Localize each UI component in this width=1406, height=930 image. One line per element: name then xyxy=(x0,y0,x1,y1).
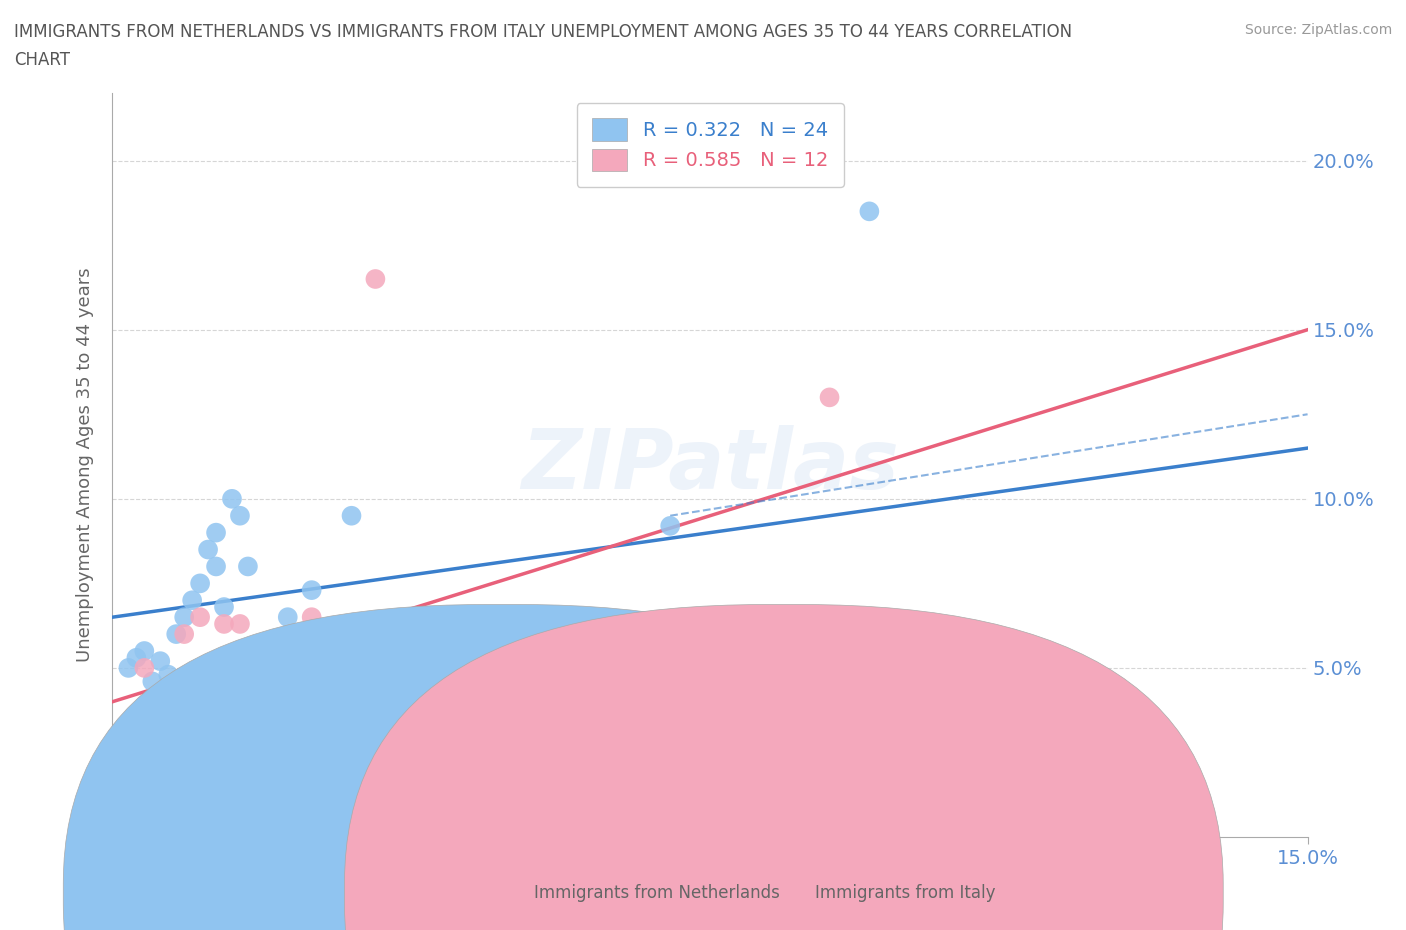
Point xyxy=(212,600,235,615)
Point xyxy=(245,701,267,716)
Point xyxy=(134,660,156,675)
Point xyxy=(245,755,267,770)
Point xyxy=(149,687,172,702)
Point xyxy=(205,525,228,540)
Point xyxy=(340,509,363,524)
Point xyxy=(325,695,347,710)
Legend: R = 0.322   N = 24, R = 0.585   N = 12: R = 0.322 N = 24, R = 0.585 N = 12 xyxy=(576,102,844,187)
Point xyxy=(301,583,323,598)
Text: Immigrants from Italy: Immigrants from Italy xyxy=(815,884,995,902)
Point xyxy=(165,627,187,642)
Text: Immigrants from Netherlands: Immigrants from Netherlands xyxy=(534,884,780,902)
Point xyxy=(659,518,682,533)
Point xyxy=(173,610,195,625)
Point xyxy=(221,491,243,506)
Point xyxy=(188,610,211,625)
Y-axis label: Unemployment Among Ages 35 to 44 years: Unemployment Among Ages 35 to 44 years xyxy=(76,268,94,662)
Point xyxy=(141,674,163,689)
Point xyxy=(173,627,195,642)
Text: IMMIGRANTS FROM NETHERLANDS VS IMMIGRANTS FROM ITALY UNEMPLOYMENT AMONG AGES 35 : IMMIGRANTS FROM NETHERLANDS VS IMMIGRANT… xyxy=(14,23,1073,41)
Point xyxy=(277,610,299,625)
Point xyxy=(181,592,204,607)
Point xyxy=(212,617,235,631)
Point xyxy=(188,576,211,591)
Point xyxy=(340,711,363,726)
Point xyxy=(134,644,156,658)
Point xyxy=(117,660,139,675)
Point xyxy=(157,667,180,682)
Point xyxy=(125,650,148,665)
Text: ZIPatlas: ZIPatlas xyxy=(522,424,898,506)
Point xyxy=(205,559,228,574)
Point xyxy=(364,272,387,286)
Text: Source: ZipAtlas.com: Source: ZipAtlas.com xyxy=(1244,23,1392,37)
Point xyxy=(858,204,880,219)
Point xyxy=(229,617,252,631)
Point xyxy=(260,735,283,750)
Point xyxy=(818,390,841,405)
Point xyxy=(229,509,252,524)
Point xyxy=(197,542,219,557)
Point xyxy=(236,559,259,574)
Point xyxy=(301,610,323,625)
Point xyxy=(149,654,172,669)
Text: CHART: CHART xyxy=(14,51,70,69)
